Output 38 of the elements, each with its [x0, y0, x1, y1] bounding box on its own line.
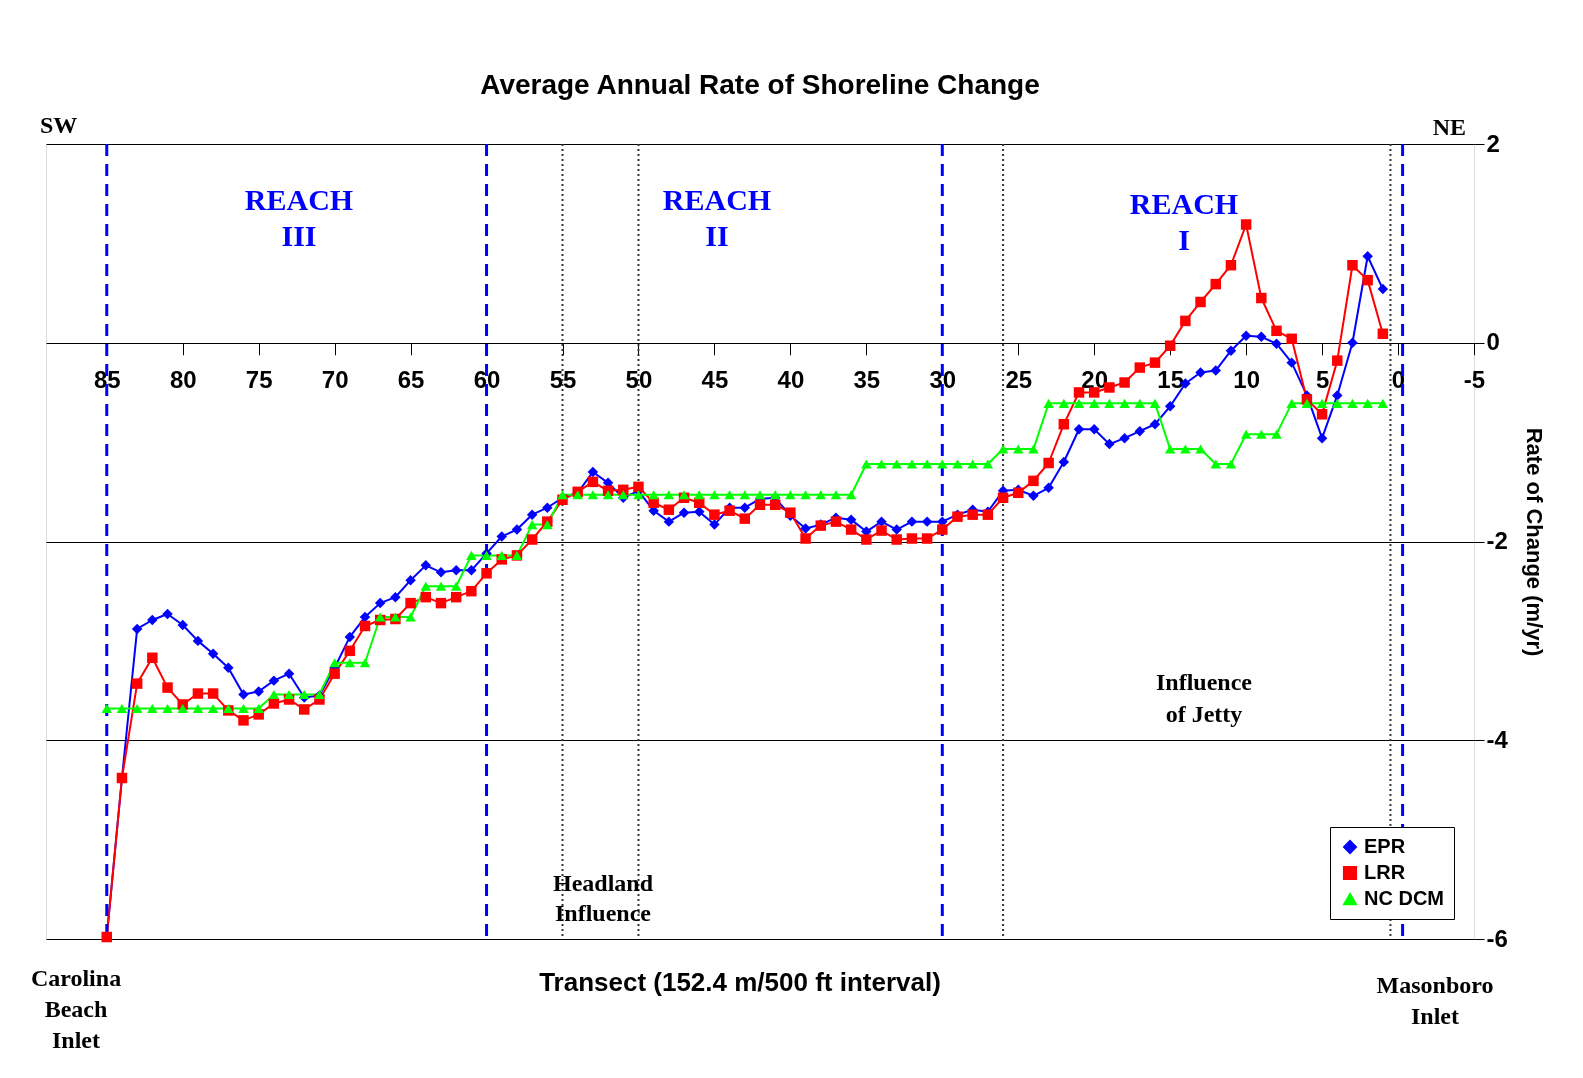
y-tick-label: 0 [1486, 328, 1500, 356]
text: SW [40, 112, 78, 138]
y-tick-label: -4 [1486, 725, 1509, 753]
annotation: REACH III [244, 183, 354, 252]
y-tick-label: -6 [1486, 924, 1508, 952]
x-tick-label: 5 [1315, 366, 1330, 394]
y-tick-label: 2 [1486, 129, 1500, 157]
x-tick-label: 15 [1157, 366, 1185, 394]
x-tick-label: 85 [93, 366, 121, 394]
legend-label: EPR [1364, 835, 1406, 857]
annotation: REACH II [662, 183, 772, 252]
x-tick-label: -5 [1463, 366, 1486, 394]
x-tick-label: 60 [473, 366, 501, 394]
x-tick-label: 40 [777, 366, 805, 394]
x-tick-label: 70 [321, 366, 349, 394]
legend-label: LRR [1364, 861, 1406, 883]
x-tick-label: 45 [701, 366, 729, 394]
legend-label: NC DCM [1364, 887, 1444, 909]
text: NE [1432, 114, 1466, 140]
annotation: Headland Influence [552, 870, 654, 926]
x-tick-label: 50 [625, 366, 653, 394]
chart-title: Average Annual Rate of Shoreline Change [480, 69, 1040, 100]
annotation: REACH I [1129, 187, 1239, 256]
y-axis-title: Rate of Change (m/yr) [1521, 427, 1547, 657]
x-tick-label: 65 [397, 366, 425, 394]
x-tick-label: 25 [1005, 366, 1033, 394]
x-axis-title: Transect (152.4 m/500 ft interval) [539, 967, 941, 997]
x-tick-label: 10 [1233, 366, 1260, 394]
text: Masonboro Inlet [1376, 972, 1494, 1029]
y-tick-label: -2 [1486, 527, 1508, 554]
annotation: Influence of Jetty [1156, 669, 1253, 727]
x-tick-label: 30 [929, 366, 957, 394]
x-tick-label: 75 [245, 366, 273, 394]
text: Carolina Beach Inlet [30, 965, 122, 1053]
x-tick-label: 55 [549, 366, 577, 394]
x-tick-label: 35 [853, 366, 881, 394]
x-tick-label: 20 [1081, 366, 1109, 394]
x-tick-label: 80 [169, 366, 197, 394]
